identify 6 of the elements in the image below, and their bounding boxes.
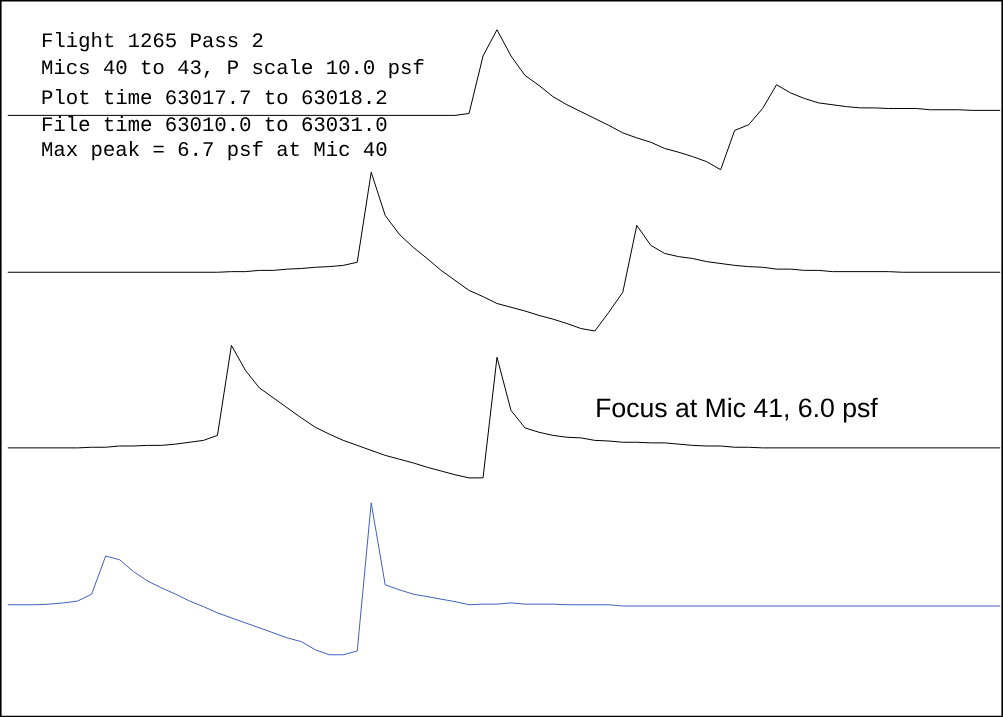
annotation: Focus at Mic 41, 6.0 psf (597, 397, 878, 423)
annotation: Max peak = 6.7 psf at Mic 40 (42, 140, 387, 160)
annotation: Plot time 63017.7 to 63018.2 (42, 88, 387, 105)
chart-title: Flight 1265 Pass 2 (42, 31, 263, 52)
annotation: Mics 40 to 43, P scale 10.0 psf (42, 58, 424, 79)
annotation: File time 63010.0 to 63031.0 (42, 115, 387, 131)
